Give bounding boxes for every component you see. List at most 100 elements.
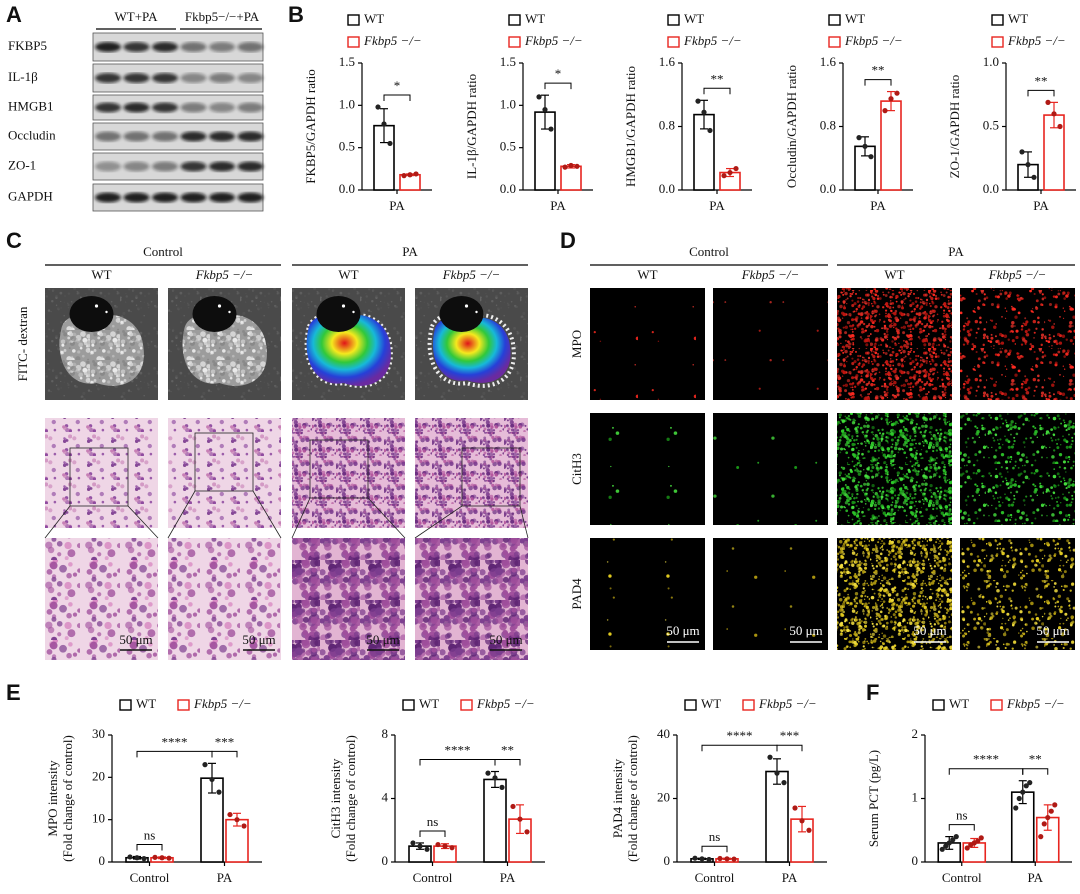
row-label: FITC- dextran <box>15 306 30 381</box>
y-tick-label: 1.5 <box>339 54 355 69</box>
significance-label: ** <box>501 742 514 757</box>
speck <box>217 304 222 308</box>
blot-band <box>123 192 150 203</box>
significance-label: ns <box>427 814 439 829</box>
legend-label: WT <box>136 696 156 711</box>
y-tick-label: 1.0 <box>983 54 999 69</box>
y-tick-label: 1.5 <box>500 54 516 69</box>
fluor-signal <box>837 288 952 400</box>
fluor-signal <box>960 288 1075 400</box>
data-point <box>234 817 240 823</box>
legend-swatch <box>508 36 521 48</box>
data-point <box>943 843 949 849</box>
legend-label: WT <box>845 11 865 26</box>
blot-band <box>95 102 121 113</box>
data-point <box>1016 795 1022 802</box>
significance-label: **** <box>162 734 188 749</box>
zoom-line <box>252 490 282 539</box>
lung-heat <box>306 314 391 386</box>
data-point <box>510 803 516 810</box>
data-point <box>410 840 416 846</box>
zoom-line <box>167 490 196 539</box>
inset-box <box>69 447 129 507</box>
scale-bar-label: 50 μm <box>913 623 946 638</box>
data-point <box>799 818 805 824</box>
significance-bracket <box>383 94 411 102</box>
legend-label: Fkbp5 −/− <box>758 696 817 711</box>
data-point <box>413 171 419 177</box>
fluor-signal <box>837 413 952 525</box>
y-tick-label: 0 <box>912 853 919 868</box>
blot-row-label: HMGB1 <box>8 98 54 113</box>
data-point <box>401 173 407 179</box>
y-tick-label: 8 <box>382 726 389 741</box>
data-point <box>159 855 165 861</box>
blot-row-label: Occludin <box>8 127 56 142</box>
zoom-texture <box>168 538 281 660</box>
data-point <box>166 855 172 861</box>
column-label: Fkbp5 −/− <box>442 267 501 282</box>
scale-bar-label: 50 μm <box>366 632 399 647</box>
group-label: PA <box>402 244 418 259</box>
x-tick-label: Control <box>130 870 170 885</box>
legend-swatch <box>991 14 1004 26</box>
blot-band <box>209 102 235 113</box>
blot-band <box>152 131 178 142</box>
x-tick-label: PA <box>1028 870 1044 885</box>
data-point <box>1027 780 1033 786</box>
significance-bracket <box>419 830 446 837</box>
blot-band <box>95 42 121 52</box>
lung-texture <box>59 314 144 386</box>
fluor-signal <box>713 538 828 650</box>
data-point <box>241 823 247 829</box>
legend-label: Fkbp5 −/− <box>1007 33 1066 48</box>
legend-label: WT <box>525 11 545 26</box>
significance-label: ** <box>1035 73 1048 88</box>
zoom-line <box>291 497 311 539</box>
data-point <box>417 843 423 849</box>
data-point <box>485 770 491 776</box>
data-point <box>1025 162 1031 168</box>
data-point <box>950 837 956 843</box>
legend-swatch <box>667 36 680 48</box>
significance-label: *** <box>780 728 800 743</box>
data-point <box>774 770 780 776</box>
speck <box>475 310 478 314</box>
inset-box <box>194 432 254 492</box>
x-tick-label: PA <box>217 870 233 885</box>
legend-swatch <box>460 699 473 711</box>
y-axis-label: CitH3 intensity <box>328 758 343 838</box>
legend-label: Fkbp5 −/− <box>363 33 422 48</box>
column-label: Fkbp5 −/− <box>195 267 254 282</box>
significance-bracket <box>544 82 572 90</box>
fluor-signal <box>590 288 705 400</box>
blot-band <box>180 42 207 52</box>
data-point <box>1045 99 1051 105</box>
data-point <box>946 840 952 846</box>
data-point <box>499 784 505 790</box>
data-point <box>1048 808 1054 814</box>
data-point <box>1013 805 1019 811</box>
y-tick-label: 0 <box>382 853 389 868</box>
blot-band <box>123 102 150 113</box>
y-tick-label: 1.0 <box>339 96 355 111</box>
legend-label: WT <box>364 11 384 26</box>
y-tick-label: 1.0 <box>500 96 516 111</box>
data-point <box>1020 789 1026 795</box>
inset-box <box>461 447 521 507</box>
data-point <box>767 754 773 760</box>
scale-bar-label: 50 μm <box>1036 623 1069 638</box>
y-tick-label: 4 <box>382 789 389 804</box>
blot-band <box>123 161 150 172</box>
significance-label: ns <box>956 808 968 823</box>
significance-bracket <box>776 744 803 752</box>
blot-band <box>123 73 150 83</box>
data-point <box>1019 149 1025 155</box>
data-point <box>492 775 498 781</box>
significance-bracket <box>703 87 731 95</box>
data-point <box>568 162 574 169</box>
y-tick-label: 0.8 <box>820 117 836 132</box>
blot-band <box>209 73 235 83</box>
blot-band <box>152 161 178 172</box>
significance-bracket <box>701 845 728 853</box>
